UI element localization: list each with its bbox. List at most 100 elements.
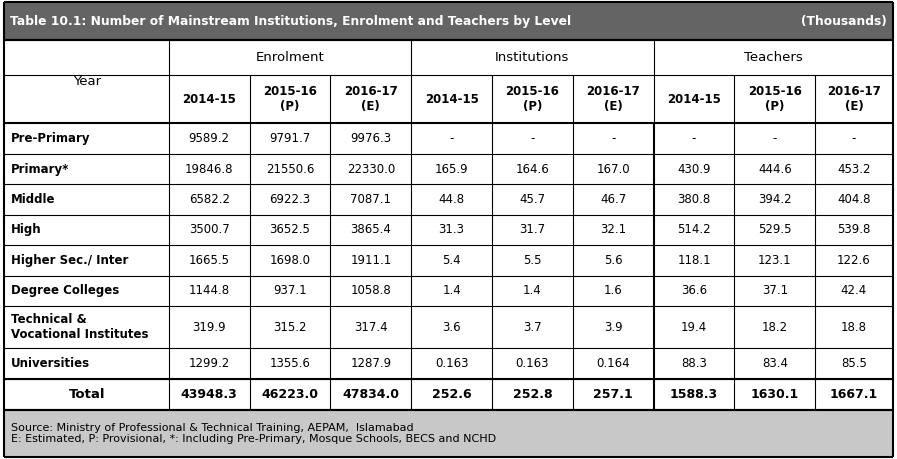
Text: 6922.3: 6922.3 bbox=[269, 193, 310, 206]
Text: 0.163: 0.163 bbox=[435, 357, 468, 370]
Text: 1.4: 1.4 bbox=[442, 284, 461, 297]
Text: 514.2: 514.2 bbox=[677, 224, 710, 236]
Text: 0.164: 0.164 bbox=[597, 357, 630, 370]
Text: 319.9: 319.9 bbox=[192, 320, 226, 334]
Text: -: - bbox=[449, 132, 454, 145]
Bar bbox=[4, 306, 893, 348]
Text: 45.7: 45.7 bbox=[519, 193, 545, 206]
Text: 317.4: 317.4 bbox=[354, 320, 388, 334]
Text: 1144.8: 1144.8 bbox=[188, 284, 230, 297]
Bar bbox=[4, 185, 893, 215]
Text: 3500.7: 3500.7 bbox=[188, 224, 230, 236]
Text: 83.4: 83.4 bbox=[762, 357, 788, 370]
Text: 380.8: 380.8 bbox=[677, 193, 710, 206]
Text: 47834.0: 47834.0 bbox=[343, 388, 399, 401]
Bar bbox=[4, 154, 893, 185]
Bar bbox=[4, 348, 893, 379]
Text: 1299.2: 1299.2 bbox=[188, 357, 230, 370]
Text: 937.1: 937.1 bbox=[274, 284, 307, 297]
Text: Technical &
Vocational Institutes: Technical & Vocational Institutes bbox=[11, 313, 148, 341]
Text: -: - bbox=[851, 132, 856, 145]
Text: Institutions: Institutions bbox=[495, 51, 570, 64]
Text: 123.1: 123.1 bbox=[758, 254, 792, 267]
Text: Higher Sec./ Inter: Higher Sec./ Inter bbox=[11, 254, 128, 267]
Text: 31.3: 31.3 bbox=[439, 224, 465, 236]
Text: 43948.3: 43948.3 bbox=[181, 388, 238, 401]
Text: 1588.3: 1588.3 bbox=[670, 388, 718, 401]
Text: 31.7: 31.7 bbox=[519, 224, 545, 236]
Text: 19.4: 19.4 bbox=[681, 320, 707, 334]
Text: 36.6: 36.6 bbox=[681, 284, 707, 297]
Text: 9976.3: 9976.3 bbox=[350, 132, 391, 145]
Text: 5.4: 5.4 bbox=[442, 254, 461, 267]
Text: Total: Total bbox=[68, 388, 105, 401]
Bar bbox=[4, 2, 893, 40]
Text: 19846.8: 19846.8 bbox=[185, 162, 233, 176]
Text: -: - bbox=[692, 132, 696, 145]
Text: Source: Ministry of Professional & Technical Training, AEPAM,  Islamabad
E: Esti: Source: Ministry of Professional & Techn… bbox=[11, 423, 496, 444]
Text: 257.1: 257.1 bbox=[593, 388, 633, 401]
Text: Table 10.1: Number of Mainstream Institutions, Enrolment and Teachers by Level: Table 10.1: Number of Mainstream Institu… bbox=[10, 15, 571, 28]
Text: 42.4: 42.4 bbox=[840, 284, 867, 297]
Bar bbox=[4, 410, 893, 457]
Text: 37.1: 37.1 bbox=[762, 284, 788, 297]
Text: 1630.1: 1630.1 bbox=[751, 388, 799, 401]
Text: 85.5: 85.5 bbox=[841, 357, 867, 370]
Text: 167.0: 167.0 bbox=[597, 162, 630, 176]
Text: 1058.8: 1058.8 bbox=[351, 284, 391, 297]
Text: 6582.2: 6582.2 bbox=[188, 193, 230, 206]
Text: 3.9: 3.9 bbox=[604, 320, 623, 334]
Text: 118.1: 118.1 bbox=[677, 254, 710, 267]
Text: 46223.0: 46223.0 bbox=[262, 388, 318, 401]
Bar bbox=[4, 379, 893, 410]
Text: 165.9: 165.9 bbox=[435, 162, 468, 176]
Text: (Thousands): (Thousands) bbox=[801, 15, 887, 28]
Text: 44.8: 44.8 bbox=[439, 193, 465, 206]
Text: 22330.0: 22330.0 bbox=[346, 162, 395, 176]
Text: 2015-16
(P): 2015-16 (P) bbox=[748, 85, 802, 113]
Text: 3.6: 3.6 bbox=[442, 320, 461, 334]
Text: 430.9: 430.9 bbox=[677, 162, 710, 176]
Text: Middle: Middle bbox=[11, 193, 56, 206]
Text: 252.6: 252.6 bbox=[431, 388, 472, 401]
Text: 2014-15: 2014-15 bbox=[424, 93, 478, 106]
Text: 2016-17
(E): 2016-17 (E) bbox=[344, 85, 397, 113]
Text: 444.6: 444.6 bbox=[758, 162, 792, 176]
Text: 404.8: 404.8 bbox=[837, 193, 871, 206]
Text: 2016-17
(E): 2016-17 (E) bbox=[827, 85, 881, 113]
Bar bbox=[4, 275, 893, 306]
Text: 1665.5: 1665.5 bbox=[188, 254, 230, 267]
Text: Primary*: Primary* bbox=[11, 162, 69, 176]
Text: 5.6: 5.6 bbox=[604, 254, 623, 267]
Text: 3652.5: 3652.5 bbox=[270, 224, 310, 236]
Text: 1355.6: 1355.6 bbox=[270, 357, 310, 370]
Text: 164.6: 164.6 bbox=[516, 162, 549, 176]
Text: Year: Year bbox=[73, 75, 100, 89]
Text: 21550.6: 21550.6 bbox=[266, 162, 314, 176]
Text: 122.6: 122.6 bbox=[837, 254, 871, 267]
Text: -: - bbox=[611, 132, 615, 145]
Text: Pre-Primary: Pre-Primary bbox=[11, 132, 91, 145]
Text: Teachers: Teachers bbox=[744, 51, 803, 64]
Text: High: High bbox=[11, 224, 41, 236]
Text: 2015-16
(P): 2015-16 (P) bbox=[506, 85, 560, 113]
Text: 1287.9: 1287.9 bbox=[350, 357, 391, 370]
Text: -: - bbox=[772, 132, 777, 145]
Text: 1911.1: 1911.1 bbox=[350, 254, 391, 267]
Text: Enrolment: Enrolment bbox=[256, 51, 325, 64]
Text: 18.2: 18.2 bbox=[762, 320, 788, 334]
Text: 5.5: 5.5 bbox=[523, 254, 542, 267]
Text: 1.4: 1.4 bbox=[523, 284, 542, 297]
Bar bbox=[4, 245, 893, 275]
Text: 394.2: 394.2 bbox=[758, 193, 792, 206]
Text: 1698.0: 1698.0 bbox=[269, 254, 310, 267]
Text: 9791.7: 9791.7 bbox=[269, 132, 310, 145]
Text: 3865.4: 3865.4 bbox=[351, 224, 391, 236]
Text: Universities: Universities bbox=[11, 357, 90, 370]
Text: 9589.2: 9589.2 bbox=[188, 132, 230, 145]
Text: -: - bbox=[530, 132, 535, 145]
Text: 1.6: 1.6 bbox=[604, 284, 623, 297]
Text: 2015-16
(P): 2015-16 (P) bbox=[263, 85, 317, 113]
Text: 315.2: 315.2 bbox=[274, 320, 307, 334]
Bar bbox=[4, 123, 893, 154]
